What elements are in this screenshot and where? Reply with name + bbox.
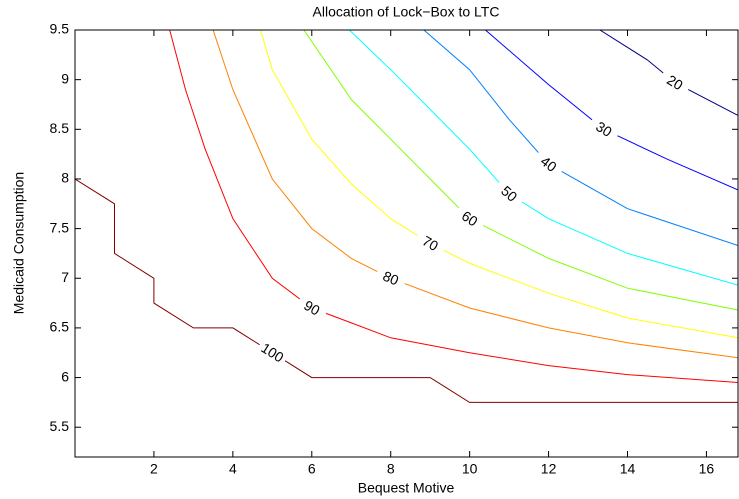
contour-label-group: 30: [586, 114, 621, 145]
contour-label: 60: [459, 207, 481, 229]
chart-title: Allocation of Lock−Box to LTC: [313, 4, 500, 20]
label-bg: [452, 203, 487, 234]
contour-label: 70: [420, 232, 442, 254]
contour-label-group: 70: [413, 229, 448, 258]
contour-line: [260, 30, 738, 339]
contour-label: 80: [381, 268, 402, 289]
x-tick-label: 16: [699, 461, 715, 477]
label-bg: [294, 293, 329, 323]
contour-label-group: 90: [294, 293, 329, 323]
y-tick-label: 9.5: [50, 21, 70, 37]
label-bg: [373, 265, 408, 292]
contour-label: 30: [593, 118, 615, 140]
plot: [75, 30, 738, 403]
y-tick-label: 7.5: [50, 219, 70, 235]
y-tick-label: 6.5: [50, 319, 70, 335]
y-tick-label: 7: [61, 269, 69, 285]
contour-label-group: 50: [492, 177, 526, 210]
contour-label-group: 40: [531, 148, 566, 180]
plot-frame: [74, 29, 739, 458]
y-tick-label: 6: [61, 368, 69, 384]
x-tick-label: 2: [150, 461, 158, 477]
label-bg: [492, 177, 526, 210]
contour-label: 20: [664, 71, 686, 93]
label-bg: [531, 148, 566, 180]
x-tick-label: 12: [541, 461, 557, 477]
contour-label-group: 80: [373, 265, 408, 292]
x-tick-label: 4: [229, 461, 237, 477]
label-bg: [255, 337, 290, 368]
y-tick-label: 8: [61, 170, 69, 186]
contour-line: [423, 30, 738, 246]
contour-line: [212, 30, 738, 359]
contour-line: [348, 30, 738, 286]
contour-label-group: 20: [657, 67, 692, 98]
contour-label-group: 100: [255, 337, 290, 368]
x-axis-label: Bequest Motive: [358, 480, 455, 496]
x-tick-label: 14: [620, 461, 636, 477]
x-tick-label: 8: [387, 461, 395, 477]
label-bg: [586, 114, 621, 145]
x-tick-label: 6: [308, 461, 316, 477]
contour-line: [75, 178, 738, 403]
contour-line: [303, 30, 738, 311]
y-tick-label: 8.5: [50, 120, 70, 136]
y-tick-label: 5.5: [50, 418, 70, 434]
y-axis-label: Medicaid Consumption: [11, 172, 27, 314]
x-tick-label: 10: [462, 461, 478, 477]
contour-label-group: 60: [452, 203, 487, 234]
label-bg: [657, 67, 692, 98]
contour-line: [599, 30, 738, 116]
label-bg: [413, 229, 448, 258]
contour-line: [485, 30, 738, 191]
y-tick-label: 9: [61, 70, 69, 86]
contour-label: 90: [301, 297, 323, 319]
contour-line: [169, 30, 738, 383]
